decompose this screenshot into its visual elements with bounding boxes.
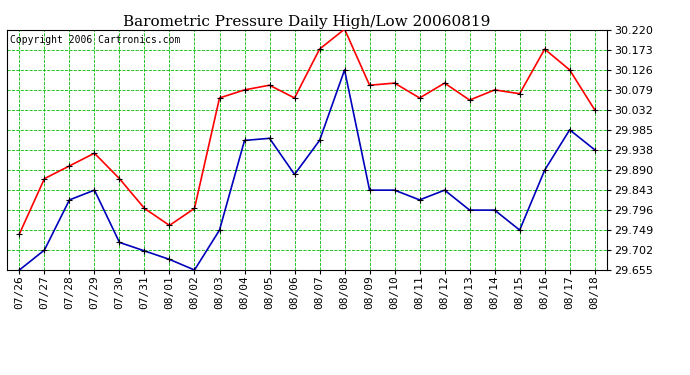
Text: Copyright 2006 Cartronics.com: Copyright 2006 Cartronics.com <box>10 35 180 45</box>
Title: Barometric Pressure Daily High/Low 20060819: Barometric Pressure Daily High/Low 20060… <box>124 15 491 29</box>
